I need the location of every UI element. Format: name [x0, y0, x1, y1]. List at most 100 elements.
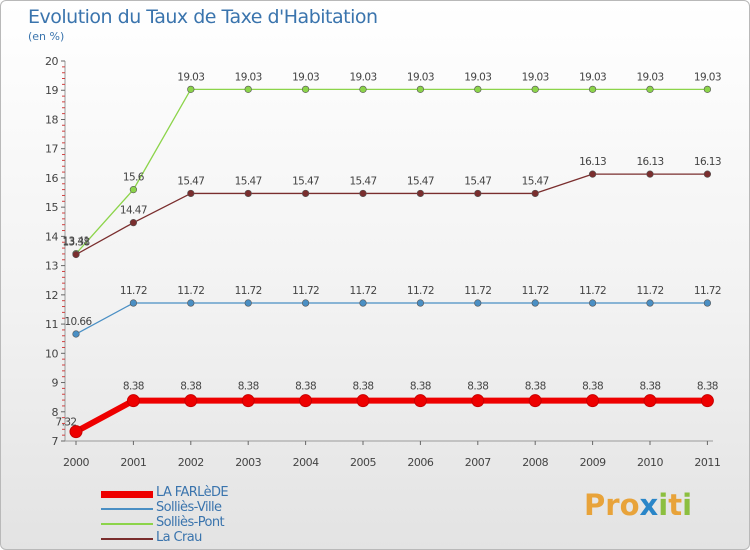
data-point [359, 299, 367, 307]
data-label: 8.38 [410, 381, 431, 393]
data-label: 11.72 [292, 285, 319, 297]
data-label: 13.41 [62, 236, 89, 248]
data-point [72, 250, 80, 259]
data-point [531, 85, 539, 93]
data-point [244, 189, 252, 198]
y-tick-label: 19 [45, 84, 58, 97]
legend-item: LA FARLèDE [101, 485, 301, 502]
y-tick-label: 20 [45, 55, 58, 68]
x-tick-label: 2001 [120, 456, 146, 469]
data-label: 8.38 [525, 381, 546, 393]
data-label: 16.13 [636, 156, 663, 168]
data-label: 11.72 [464, 285, 491, 297]
legend-item: La Crau [101, 530, 301, 547]
data-point [588, 170, 597, 178]
legend-label: LA FARLèDE [156, 485, 229, 500]
data-label: 19.03 [177, 71, 204, 83]
legend-label: Solliès-Ville [156, 500, 222, 515]
data-label: 15.47 [235, 175, 262, 187]
data-label: 15.47 [292, 175, 319, 187]
data-point [586, 394, 600, 408]
data-point [703, 85, 712, 93]
data-label: 8.38 [180, 381, 201, 393]
data-label: 19.03 [349, 71, 376, 83]
legend-swatch [101, 490, 153, 498]
x-tick-label: 2007 [465, 456, 491, 469]
data-point [474, 299, 482, 307]
y-tick-label: 12 [45, 289, 58, 302]
data-point [126, 394, 140, 408]
data-point [69, 425, 83, 439]
legend: LA FARLèDE Solliès-Ville Solliès-Pont La Cr… [101, 485, 301, 547]
data-label: 11.72 [177, 285, 204, 297]
data-label: 7.32 [56, 417, 77, 429]
x-tick-label: 2002 [178, 456, 204, 469]
data-point [700, 394, 714, 408]
x-tick-label: 2003 [235, 456, 261, 469]
legend-swatch [101, 538, 153, 540]
data-label: 15.6 [123, 172, 145, 184]
series-line-2 [75, 88, 708, 255]
data-point [703, 170, 712, 178]
legend-item: Solliès-Pont [101, 515, 301, 532]
y-tick-label: 13 [45, 260, 58, 273]
data-point [474, 85, 482, 93]
data-point [416, 299, 425, 307]
data-point [528, 394, 542, 408]
x-tick-label: 2008 [522, 456, 548, 469]
data-label: 11.72 [636, 285, 663, 297]
data-point [474, 189, 482, 198]
data-label: 19.03 [292, 71, 319, 83]
x-tick-label: 2005 [350, 456, 376, 469]
data-label: 11.72 [407, 285, 434, 297]
legend-swatch [101, 508, 153, 510]
data-point [703, 299, 712, 307]
data-label: 11.72 [694, 285, 721, 297]
data-point [646, 170, 654, 178]
data-label: 19.03 [579, 71, 606, 83]
y-tick-label: 16 [45, 172, 58, 185]
data-point [531, 299, 539, 307]
data-label: 16.13 [694, 156, 721, 168]
data-point [72, 330, 80, 338]
data-label: 10.66 [64, 316, 92, 328]
data-point [129, 219, 137, 227]
y-tick-label: 10 [45, 347, 58, 360]
data-label: 8.38 [697, 381, 718, 393]
data-label: 11.72 [235, 285, 262, 297]
legend-label: La Crau [156, 530, 202, 545]
data-label: 15.47 [522, 175, 549, 187]
y-tick-label: 14 [45, 230, 58, 243]
legend-item: Solliès-Ville [101, 500, 301, 517]
data-point [416, 85, 425, 93]
y-tick-label: 7 [52, 435, 59, 448]
data-label: 8.38 [467, 381, 488, 393]
data-label: 15.47 [464, 175, 491, 187]
data-label: 8.38 [295, 381, 316, 393]
data-label: 19.03 [636, 71, 663, 83]
data-label: 11.72 [579, 285, 606, 297]
data-label: 19.03 [407, 71, 434, 83]
data-point [359, 189, 367, 198]
data-point [359, 85, 367, 93]
y-tick-label: 11 [45, 318, 58, 331]
data-point [471, 394, 485, 408]
data-label: 11.72 [120, 285, 147, 297]
data-point [356, 394, 370, 408]
x-tick-label: 2009 [580, 456, 606, 469]
y-tick-label: 9 [52, 377, 59, 390]
data-point [416, 189, 425, 198]
data-label: 15.47 [407, 175, 434, 187]
data-label: 8.38 [640, 381, 661, 393]
data-point [244, 85, 252, 93]
proxiti-logo: Proxiti [584, 488, 693, 522]
data-point [302, 85, 310, 93]
data-point [646, 85, 654, 93]
data-point [241, 394, 255, 408]
x-tick-label: 2011 [694, 456, 720, 469]
data-label: 11.72 [522, 285, 549, 297]
data-label: 16.13 [579, 156, 606, 168]
data-label: 15.47 [177, 175, 204, 187]
